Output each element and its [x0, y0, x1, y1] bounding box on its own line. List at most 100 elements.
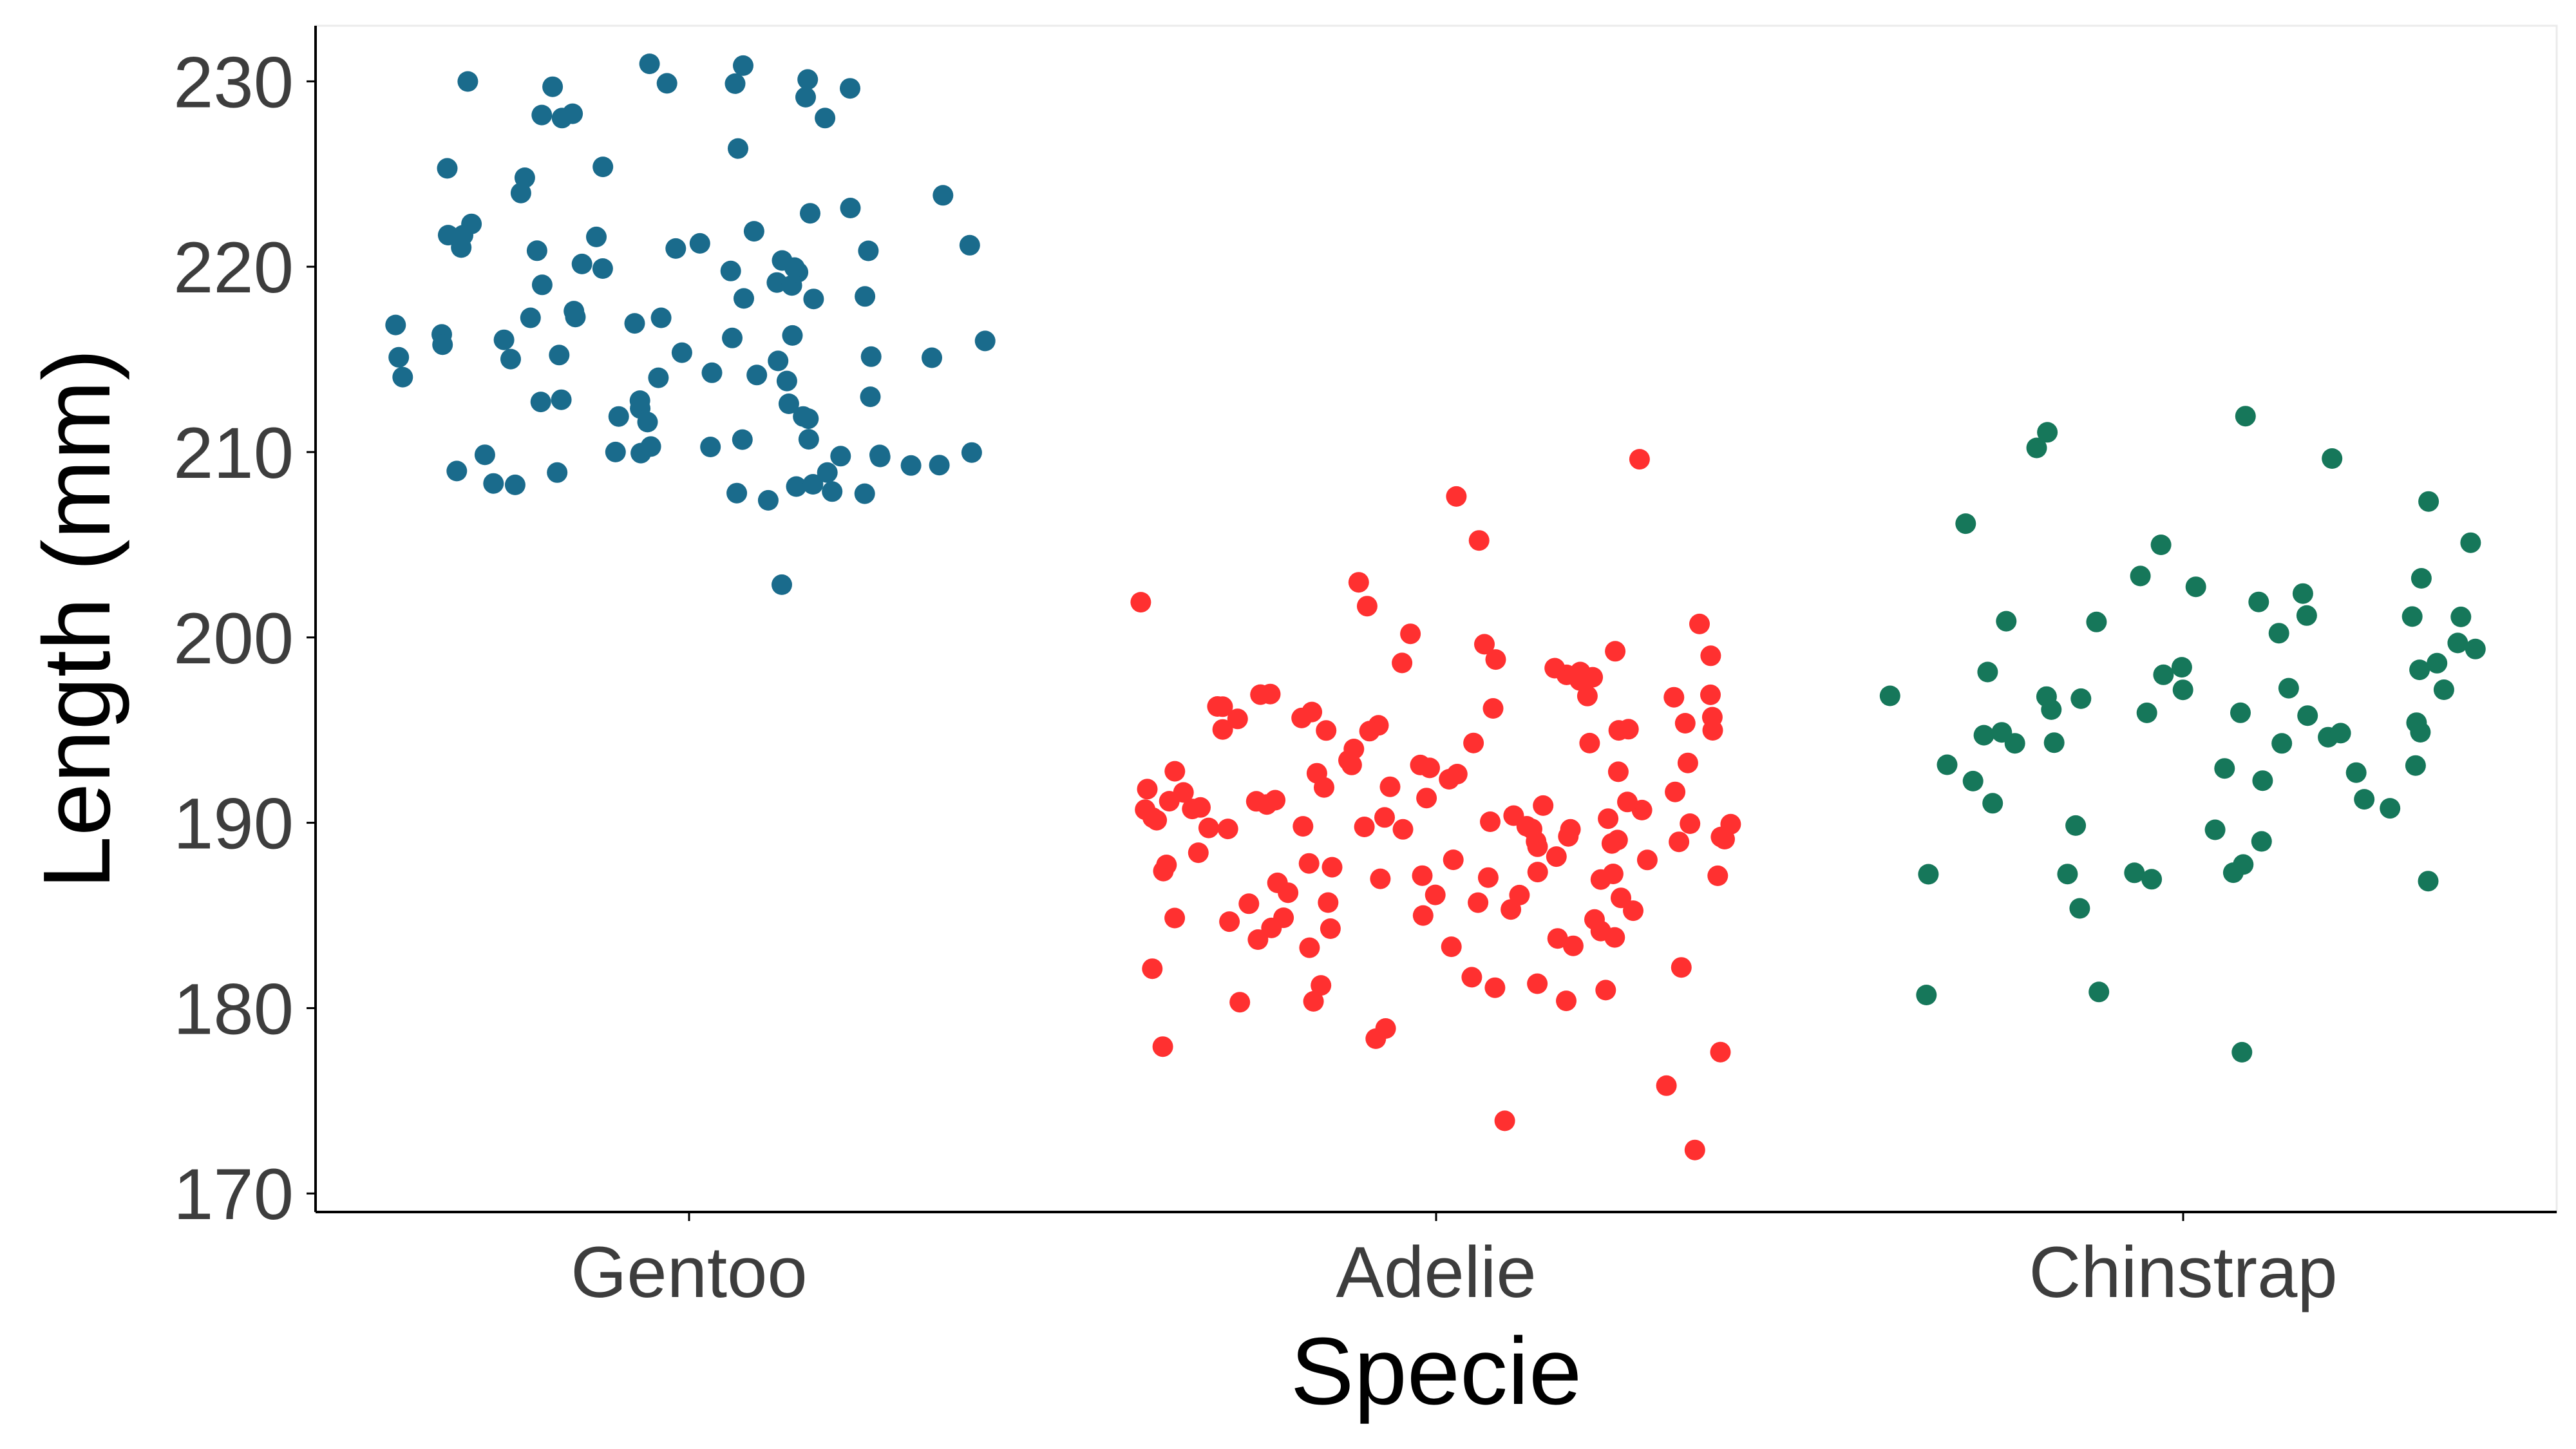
point-gentoo [700, 437, 721, 457]
point-chinstrap [2450, 606, 2472, 627]
point-gentoo [768, 350, 789, 372]
point-adelie [1247, 929, 1269, 950]
point-gentoo [493, 329, 515, 350]
points-layer [385, 53, 2486, 1160]
point-adelie [1677, 752, 1698, 773]
point-adelie [1152, 1036, 1173, 1057]
point-adelie [1341, 754, 1362, 775]
y-tick-label: 190 [173, 784, 294, 864]
point-adelie [1135, 799, 1156, 820]
point-adelie [1238, 893, 1260, 914]
point-chinstrap [2136, 702, 2157, 723]
point-gentoo [959, 234, 980, 256]
x-tick-label: Gentoo [571, 1232, 807, 1312]
point-adelie [1623, 900, 1643, 922]
point-chinstrap [2251, 831, 2272, 852]
point-chinstrap [2153, 664, 2174, 685]
point-chinstrap [2230, 702, 2251, 723]
point-adelie [1212, 719, 1233, 740]
point-chinstrap [2447, 632, 2468, 654]
point-gentoo [757, 489, 779, 511]
point-chinstrap [2248, 591, 2269, 612]
point-adelie [1720, 813, 1741, 835]
point-gentoo [437, 225, 459, 246]
point-gentoo [637, 412, 658, 433]
point-chinstrap [2124, 862, 2145, 884]
point-chinstrap [2268, 623, 2289, 644]
point-gentoo [564, 301, 585, 322]
point-adelie [1494, 1110, 1515, 1132]
point-gentoo [571, 253, 592, 274]
point-adelie [1446, 486, 1467, 507]
point-adelie [1416, 788, 1437, 809]
point-chinstrap [2204, 819, 2226, 840]
point-chinstrap [2271, 733, 2293, 754]
point-gentoo [869, 444, 890, 466]
point-gentoo [855, 286, 876, 307]
point-chinstrap [2214, 758, 2235, 779]
point-gentoo [392, 366, 413, 388]
point-gentoo [549, 345, 570, 366]
point-adelie [1707, 865, 1728, 886]
point-chinstrap [2380, 798, 2401, 819]
point-adelie [1190, 797, 1211, 818]
point-chinstrap [1991, 722, 2012, 743]
y-tick-label: 230 [173, 42, 294, 122]
y-axis-title: Length (mm) [24, 349, 130, 889]
point-chinstrap [1982, 793, 2003, 814]
point-adelie [1321, 857, 1343, 878]
point-gentoo [732, 429, 753, 450]
point-chinstrap [2278, 677, 2299, 699]
point-chinstrap [2418, 491, 2439, 512]
point-gentoo [437, 158, 458, 179]
point-adelie [1173, 782, 1194, 803]
point-adelie [1669, 831, 1690, 853]
point-gentoo [743, 221, 764, 242]
point-adelie [1671, 957, 1692, 978]
point-gentoo [802, 474, 824, 495]
point-adelie [1598, 808, 1619, 829]
point-adelie [1468, 892, 1489, 913]
x-tick-label: Chinstrap [2029, 1232, 2337, 1312]
point-chinstrap [2065, 815, 2087, 836]
point-adelie [1556, 990, 1577, 1012]
point-gentoo [776, 370, 797, 392]
point-adelie [1595, 980, 1616, 1001]
point-adelie [1198, 817, 1219, 838]
point-chinstrap [2401, 606, 2423, 627]
point-adelie [1273, 907, 1294, 929]
point-chinstrap [2070, 688, 2092, 709]
point-gentoo [840, 78, 860, 99]
point-gentoo [803, 289, 824, 310]
point-gentoo [592, 156, 614, 178]
point-gentoo [385, 314, 406, 336]
point-adelie [1701, 706, 1723, 728]
point-adelie [1156, 855, 1177, 875]
point-chinstrap [2409, 659, 2430, 681]
point-chinstrap [1962, 770, 1984, 791]
point-adelie [1461, 967, 1482, 988]
point-adelie [1463, 732, 1484, 753]
point-adelie [1303, 990, 1324, 1012]
point-chinstrap [2418, 871, 2439, 892]
point-adelie [1468, 530, 1490, 551]
point-chinstrap [2345, 762, 2367, 783]
point-chinstrap [2427, 652, 2448, 674]
point-gentoo [640, 436, 661, 457]
point-gentoo [922, 347, 942, 368]
point-gentoo [608, 406, 629, 427]
point-gentoo [784, 257, 805, 278]
point-gentoo [726, 482, 748, 504]
point-gentoo [961, 442, 982, 463]
point-adelie [1569, 670, 1591, 691]
point-adelie [1680, 813, 1701, 834]
point-gentoo [858, 240, 879, 261]
point-gentoo [900, 455, 922, 476]
point-gentoo [733, 55, 753, 76]
point-adelie [1527, 862, 1548, 883]
point-adelie [1629, 449, 1650, 470]
point-chinstrap [2465, 638, 2486, 659]
point-adelie [1617, 791, 1638, 813]
axes-layer: 170 180 190 200 210 220 230 Gentoo Adelie Chinstr… [173, 26, 2557, 1312]
